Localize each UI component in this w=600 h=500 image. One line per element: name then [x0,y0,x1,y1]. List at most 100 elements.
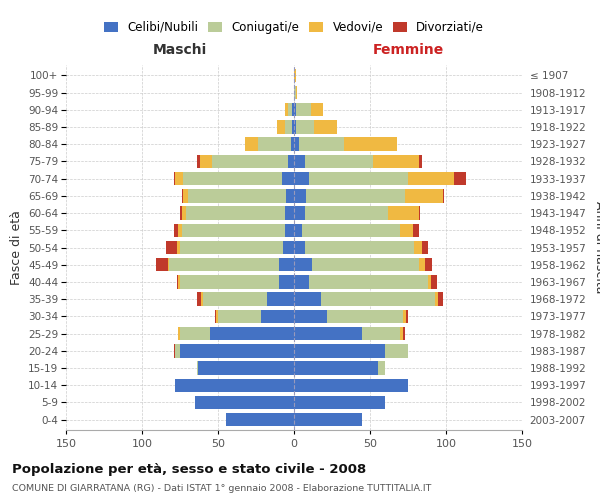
Bar [377,362,385,374]
Bar [403,327,405,340]
Bar [292,103,294,117]
Bar [177,241,180,254]
Bar [180,206,182,220]
Bar [388,206,419,220]
Bar [226,413,294,426]
Bar [174,344,175,358]
Bar [328,310,403,323]
Bar [286,189,294,202]
Bar [186,206,285,220]
Bar [403,310,406,323]
Bar [292,120,294,134]
Bar [212,154,288,168]
Bar [294,172,309,186]
Bar [175,378,294,392]
Bar [182,224,285,237]
Bar [419,206,420,220]
Bar [305,241,414,254]
Bar [245,138,257,151]
Bar [285,120,292,134]
Bar [283,241,294,254]
Bar [296,103,311,117]
Bar [294,138,299,151]
Bar [203,292,266,306]
Bar [294,258,312,272]
Bar [169,258,279,272]
Bar [294,206,305,220]
Bar [422,241,428,254]
Legend: Celibi/Nubili, Coniugati/e, Vedovi/e, Divorziati/e: Celibi/Nubili, Coniugati/e, Vedovi/e, Di… [99,16,489,38]
Text: Popolazione per età, sesso e stato civile - 2008: Popolazione per età, sesso e stato civil… [12,462,366,475]
Bar [294,68,296,82]
Bar [285,206,294,220]
Bar [309,172,408,186]
Bar [183,172,282,186]
Bar [305,206,388,220]
Bar [201,292,203,306]
Bar [211,327,294,340]
Bar [180,327,211,340]
Bar [309,275,428,288]
Bar [266,292,294,306]
Bar [306,189,405,202]
Bar [195,396,294,409]
Bar [175,172,183,186]
Bar [302,224,400,237]
Bar [174,224,178,237]
Bar [414,241,422,254]
Bar [405,189,443,202]
Bar [294,327,362,340]
Bar [200,154,212,168]
Bar [197,362,198,374]
Bar [178,224,182,237]
Bar [294,292,322,306]
Bar [362,327,400,340]
Bar [428,275,431,288]
Bar [294,413,362,426]
Bar [257,138,291,151]
Bar [312,258,419,272]
Bar [294,241,305,254]
Bar [419,154,422,168]
Bar [166,241,177,254]
Bar [294,224,302,237]
Bar [294,154,305,168]
Y-axis label: Fasce di età: Fasce di età [10,210,23,285]
Bar [168,258,169,272]
Bar [279,275,294,288]
Bar [197,154,200,168]
Text: Maschi: Maschi [153,44,207,58]
Bar [294,275,309,288]
Bar [299,138,344,151]
Bar [285,224,294,237]
Bar [178,327,180,340]
Bar [180,344,294,358]
Bar [188,189,286,202]
Bar [294,396,385,409]
Bar [296,86,297,100]
Bar [454,172,466,186]
Bar [155,258,168,272]
Bar [294,103,296,117]
Bar [408,172,454,186]
Bar [436,292,439,306]
Bar [322,292,436,306]
Bar [291,138,294,151]
Bar [385,344,408,358]
Bar [294,189,306,202]
Bar [183,189,188,202]
Bar [344,138,397,151]
Y-axis label: Anni di nascita: Anni di nascita [593,201,600,294]
Bar [277,120,285,134]
Bar [218,310,260,323]
Bar [305,154,373,168]
Bar [197,292,201,306]
Bar [425,258,433,272]
Bar [175,344,180,358]
Bar [294,86,296,100]
Text: Femmine: Femmine [373,44,443,58]
Bar [294,378,408,392]
Bar [431,275,437,288]
Bar [174,172,175,186]
Bar [294,310,328,323]
